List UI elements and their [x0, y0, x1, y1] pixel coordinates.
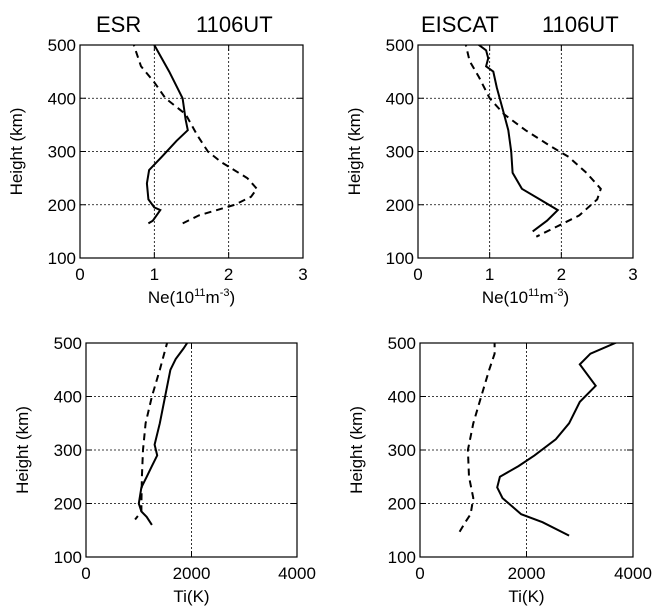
panel-4-solid-line [496, 343, 618, 537]
panel-2-xtick-label-0: 0 [413, 265, 422, 284]
panel-1-solid-line [145, 45, 189, 225]
panel-1-xtick-label-2: 2 [224, 265, 233, 284]
panel-3: 0 2000 4000 100 200 300 400 500 Height (km) Ti(K) [13, 334, 316, 606]
panel-2-ytick-label-1: 200 [386, 196, 414, 215]
panel-4-ylabel: Height (km) [347, 406, 366, 494]
panel-3-ytick-label-1: 200 [54, 495, 82, 514]
panel-2-title-left: EISCAT [421, 12, 499, 37]
panel-1-xlabel-mid: m [206, 288, 220, 307]
panel-3-ytick-label-2: 300 [54, 441, 82, 460]
panel-1-ytick-label-1: 200 [48, 196, 76, 215]
panel-2-title: EISCAT 1106UT [421, 12, 619, 37]
panel-2-xlabel-sup1: 11 [528, 287, 539, 299]
panel-3-xtick-label-0: 0 [81, 564, 90, 583]
panel-2-xtick-label-1: 1 [485, 265, 494, 284]
panel-4-xtick-label-0: 0 [415, 564, 424, 583]
panel-1-xlabel: Ne(1011m-3) [148, 287, 235, 307]
panel-2-xlabel-mid: m [540, 288, 554, 307]
panel-2-ytick-label-3: 400 [386, 89, 414, 108]
panel-2-xtick-label-3: 3 [628, 265, 637, 284]
panel-2-ylabel: Height (km) [345, 108, 364, 196]
panel-3-xlabel: Ti(K) [173, 587, 209, 606]
panel-2-ytick-label-2: 300 [386, 143, 414, 162]
panel-1-xlabel-sup1: 11 [194, 287, 205, 299]
panel-1-dashed-line [132, 45, 259, 225]
panel-2-xlabel-sup2: -3 [554, 287, 564, 299]
panel-2-ytick-label-0: 100 [386, 249, 414, 268]
panel-1-xtick-label-0: 0 [75, 265, 84, 284]
panel-2-solid-line [477, 45, 560, 233]
panel-4-xlabel: Ti(K) [508, 587, 544, 606]
panel-1-ytick-label-4: 500 [48, 36, 76, 55]
panel-1-xlabel-base: Ne(10 [148, 288, 194, 307]
panel-2-xlabel-end: ) [564, 288, 570, 307]
panel-4-ytick-label-0: 100 [388, 548, 416, 567]
panel-3-xtick-label-1: 2000 [173, 564, 211, 583]
panel-3-ytick-label-4: 500 [54, 334, 82, 353]
panel-4: 0 2000 4000 100 200 300 400 500 Height (km) Ti(K) [347, 334, 652, 606]
panel-2-xlabel-base: Ne(10 [482, 288, 528, 307]
panel-4-ytick-label-1: 200 [388, 495, 416, 514]
panel-1-xtick-label-1: 1 [150, 265, 159, 284]
panel-4-ytick-label-4: 500 [388, 334, 416, 353]
panel-1-xlabel-end: ) [230, 288, 236, 307]
panel-3-ytick-label-0: 100 [54, 548, 82, 567]
panel-4-xtick-label-1: 2000 [508, 564, 546, 583]
panel-2-ytick-label-4: 500 [386, 36, 414, 55]
panel-1-ytick-label-0: 100 [48, 249, 76, 268]
panel-1-ylabel: Height (km) [7, 108, 26, 196]
panel-4-dashed-line [456, 343, 496, 537]
panel-1-xlabel-sup2: -3 [220, 287, 230, 299]
panel-1-ytick-label-3: 400 [48, 89, 76, 108]
panel-1-title: ESR 1106UT [96, 12, 273, 37]
panel-2-title-right: 1106UT [542, 12, 619, 37]
panel-1-title-left: ESR [96, 12, 141, 37]
panel-3-solid-line [137, 343, 189, 526]
panel-2-dashed-line [464, 45, 602, 238]
panel-1-xtick-label-3: 3 [298, 265, 307, 284]
panel-2-xlabel: Ne(1011m-3) [482, 287, 569, 307]
panel-3-ylabel: Height (km) [13, 406, 32, 494]
panel-4-ytick-label-2: 300 [388, 441, 416, 460]
panel-4-ytick-label-3: 400 [388, 388, 416, 407]
panel-2: 0 1 2 3 100 200 300 400 500 Height (km) Ne(1011m-3… [345, 36, 638, 307]
panel-3-xtick-label-2: 4000 [278, 564, 316, 583]
panel-3-ytick-label-3: 400 [54, 388, 82, 407]
panel-3-dashed-line [134, 343, 169, 521]
panel-2-xtick-label-2: 2 [557, 265, 566, 284]
panel-4-xtick-label-2: 4000 [614, 564, 652, 583]
panel-1-title-right: 1106UT [196, 12, 273, 37]
panel-1-ytick-label-2: 300 [48, 143, 76, 162]
panel-1: 0 1 2 3 100 200 300 400 500 Height (km) Ne(1011m-3… [7, 36, 308, 307]
